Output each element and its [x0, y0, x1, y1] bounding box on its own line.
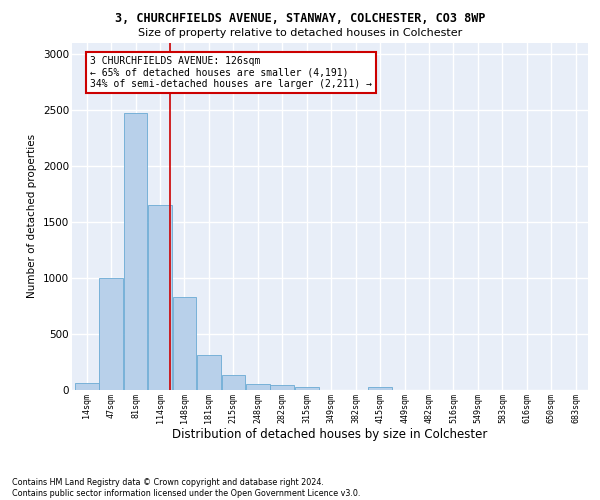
Bar — [221, 376, 245, 390]
Text: 3, CHURCHFIELDS AVENUE, STANWAY, COLCHESTER, CO3 8WP: 3, CHURCHFIELDS AVENUE, STANWAY, COLCHES… — [115, 12, 485, 26]
Text: 3 CHURCHFIELDS AVENUE: 126sqm
← 65% of detached houses are smaller (4,191)
34% o: 3 CHURCHFIELDS AVENUE: 126sqm ← 65% of d… — [89, 56, 371, 89]
Bar — [124, 113, 148, 390]
Bar — [197, 355, 221, 390]
Bar — [173, 297, 196, 390]
Y-axis label: Number of detached properties: Number of detached properties — [28, 134, 37, 298]
Bar — [271, 385, 294, 390]
Text: Size of property relative to detached houses in Colchester: Size of property relative to detached ho… — [138, 28, 462, 38]
Bar — [295, 386, 319, 390]
X-axis label: Distribution of detached houses by size in Colchester: Distribution of detached houses by size … — [172, 428, 488, 442]
Bar — [75, 384, 98, 390]
Bar — [99, 278, 123, 390]
Bar — [368, 387, 392, 390]
Text: Contains HM Land Registry data © Crown copyright and database right 2024.
Contai: Contains HM Land Registry data © Crown c… — [12, 478, 361, 498]
Bar — [246, 384, 270, 390]
Bar — [148, 205, 172, 390]
